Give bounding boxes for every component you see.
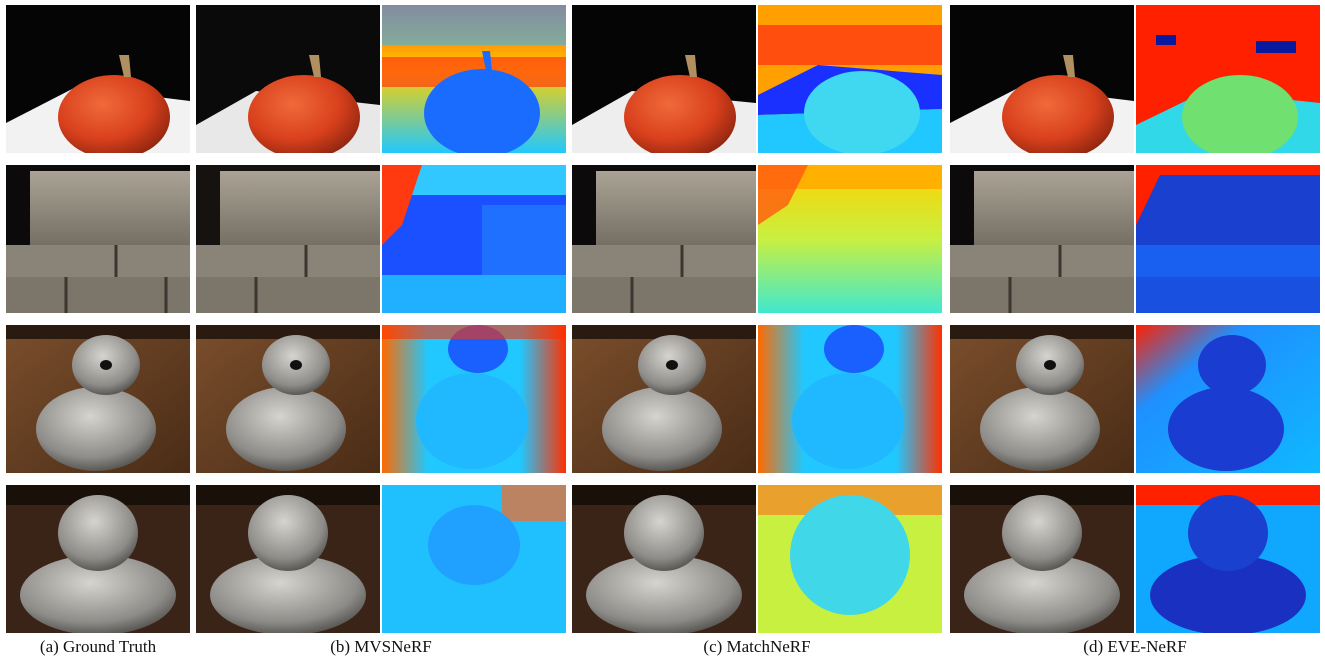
caption-mvsnerf: (b) MVSNeRF	[330, 637, 432, 656]
pumpkin-mvsnerf-depth	[382, 5, 566, 153]
caption-evenerf: (d) EVE-NeRF	[1083, 637, 1187, 656]
buddha-matchnerf-depth	[758, 485, 942, 633]
bear-mvsnerf-render	[196, 325, 380, 473]
pumpkin-evenerf-render	[950, 5, 1134, 153]
bricks-matchnerf-render	[572, 165, 756, 313]
caption-ground-truth: (a) Ground Truth	[39, 637, 157, 656]
bear-evenerf-depth	[1136, 325, 1320, 473]
bricks-evenerf-depth	[1136, 165, 1320, 313]
bricks-evenerf-render	[950, 165, 1134, 313]
caption-matchnerf: (c) MatchNeRF	[703, 637, 811, 656]
bear-ground-truth-image	[6, 325, 190, 473]
buddha-evenerf-render	[950, 485, 1134, 633]
bear-matchnerf-render	[572, 325, 756, 473]
buddha-evenerf-depth	[1136, 485, 1320, 633]
buddha-mvsnerf-depth	[382, 485, 566, 633]
bricks-ground-truth-image	[6, 165, 190, 313]
bear-mvsnerf-depth	[382, 325, 566, 473]
buddha-ground-truth-image	[6, 485, 190, 633]
bricks-mvsnerf-depth	[382, 165, 566, 313]
pumpkin-mvsnerf-render	[196, 5, 380, 153]
buddha-matchnerf-render	[572, 485, 756, 633]
pumpkin-matchnerf-render	[572, 5, 756, 153]
pumpkin-evenerf-depth	[1136, 5, 1320, 153]
pumpkin-matchnerf-depth	[758, 5, 942, 153]
bricks-mvsnerf-render	[196, 165, 380, 313]
pumpkin-ground-truth-image	[6, 5, 190, 153]
bear-evenerf-render	[950, 325, 1134, 473]
bricks-matchnerf-depth	[758, 165, 942, 313]
buddha-mvsnerf-render	[196, 485, 380, 633]
bear-matchnerf-depth	[758, 325, 942, 473]
